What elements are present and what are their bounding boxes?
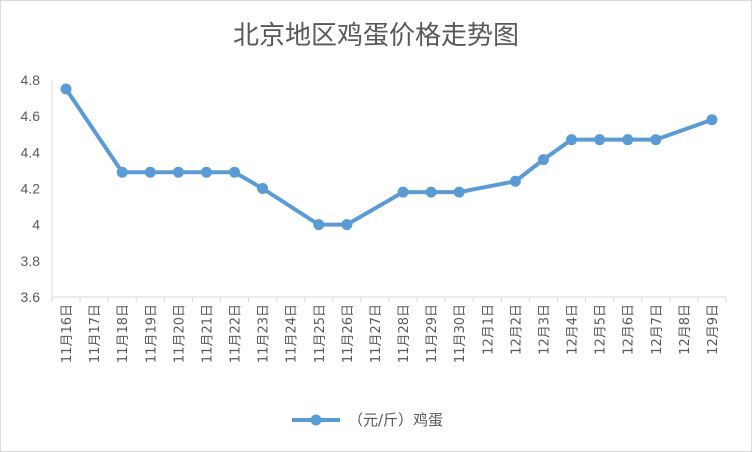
series-layer [60,83,718,231]
x-tick-label: 11月28日 [397,304,412,363]
y-tick-label: 4.2 [21,181,41,197]
data-point [257,183,269,194]
y-tick-label: 4.4 [21,144,41,160]
chart-title: 北京地区鸡蛋价格走势图 [233,21,519,51]
data-point [622,134,634,146]
y-tick-label: 4.8 [21,72,41,88]
y-axis: 3.6 3.8 4 4.2 4.4 4.6 4.8 [21,72,53,305]
data-point [594,134,606,146]
data-point [60,83,72,95]
legend: （元/斤）鸡蛋 [292,411,443,429]
data-point [313,219,325,231]
y-tick-label: 3.8 [21,253,41,269]
x-tick-label: 11月18日 [116,304,131,363]
data-point [425,186,437,198]
x-tick-label: 11月29日 [425,304,440,363]
x-tick-label: 11月19日 [144,304,159,363]
data-point [537,154,549,166]
x-tick-label: 12月6日 [622,304,637,355]
data-point [229,166,241,178]
x-tick-label: 11月30日 [453,304,468,363]
x-tick-label: 12月8日 [678,304,693,355]
x-axis: 11月16日 11月17日 11月18日 11月19日 11月20日 11月21日 11月2… [51,296,727,363]
x-tick-label: 11月23日 [257,304,272,363]
x-tick-label: 11月16日 [60,304,75,363]
data-point [200,166,212,178]
data-point [706,114,718,126]
y-tick-label: 4 [32,217,40,233]
data-point [453,186,465,198]
series-line [64,87,714,227]
x-tick-label: 11月27日 [369,304,384,363]
x-tick-label: 11月24日 [285,304,300,363]
x-tick-label: 11月25日 [313,304,328,363]
data-point [116,166,128,178]
legend-marker [310,414,322,426]
data-point [144,166,156,178]
data-point [650,134,662,146]
x-tick-label: 12月4日 [566,304,581,355]
x-tick-label: 11月26日 [341,304,356,363]
x-tick-label: 12月7日 [650,304,665,355]
legend-label: （元/斤）鸡蛋 [348,411,443,429]
data-point [341,219,353,231]
x-tick-label: 11月17日 [88,304,103,363]
x-tick-label: 12月5日 [594,304,609,355]
data-point [566,134,578,146]
x-tick-label: 12月9日 [706,304,721,355]
x-tick-label: 12月1日 [481,304,496,355]
data-point [509,175,521,187]
data-point [397,186,409,198]
x-tick-label: 11月22日 [229,304,244,363]
x-tick-label: 11月21日 [200,304,215,363]
x-tick-label: 12月2日 [509,304,524,355]
data-point [172,166,184,178]
y-tick-label: 4.6 [21,108,41,124]
x-tick-label: 11月20日 [172,304,187,363]
x-tick-label: 12月3日 [537,304,552,355]
y-tick-label: 3.6 [21,289,41,305]
